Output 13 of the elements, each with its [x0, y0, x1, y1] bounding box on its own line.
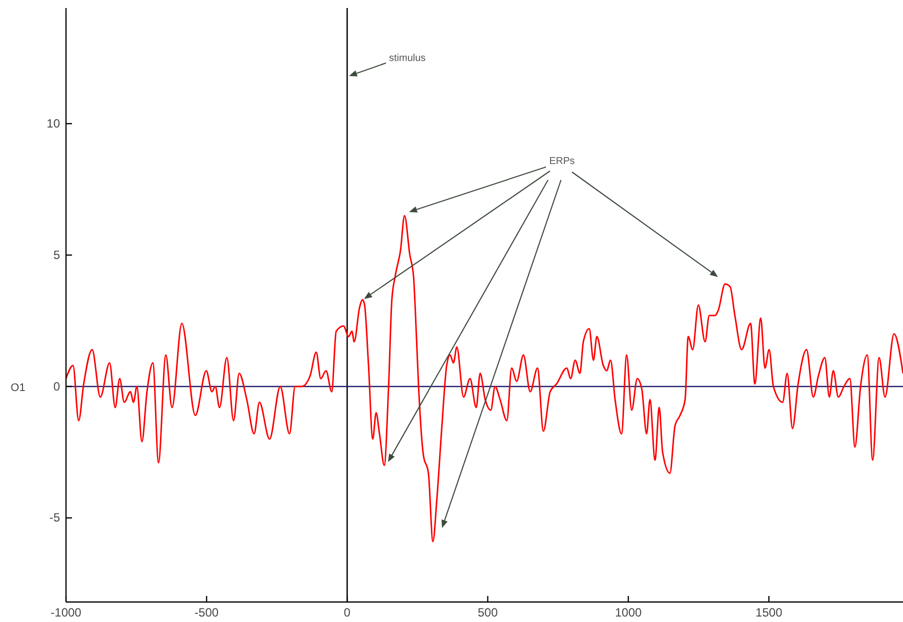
- x-tick-label: 500: [478, 606, 498, 620]
- y-tick-label: -5: [49, 510, 60, 525]
- y-tick-label: 0: [53, 379, 60, 394]
- y-tick-label: 10: [46, 116, 60, 130]
- y-tick-label: 5: [53, 248, 60, 262]
- x-tick-label: 1000: [614, 606, 642, 620]
- x-tick-label: -500: [194, 606, 219, 620]
- y-axis-title: O1: [10, 382, 26, 394]
- x-tick-label: -1000: [50, 606, 82, 620]
- x-tick-label: 0: [344, 606, 351, 620]
- annotation: stimulus: [389, 53, 426, 64]
- annotation: ERPs: [549, 156, 575, 167]
- x-tick-label: 1500: [756, 606, 783, 620]
